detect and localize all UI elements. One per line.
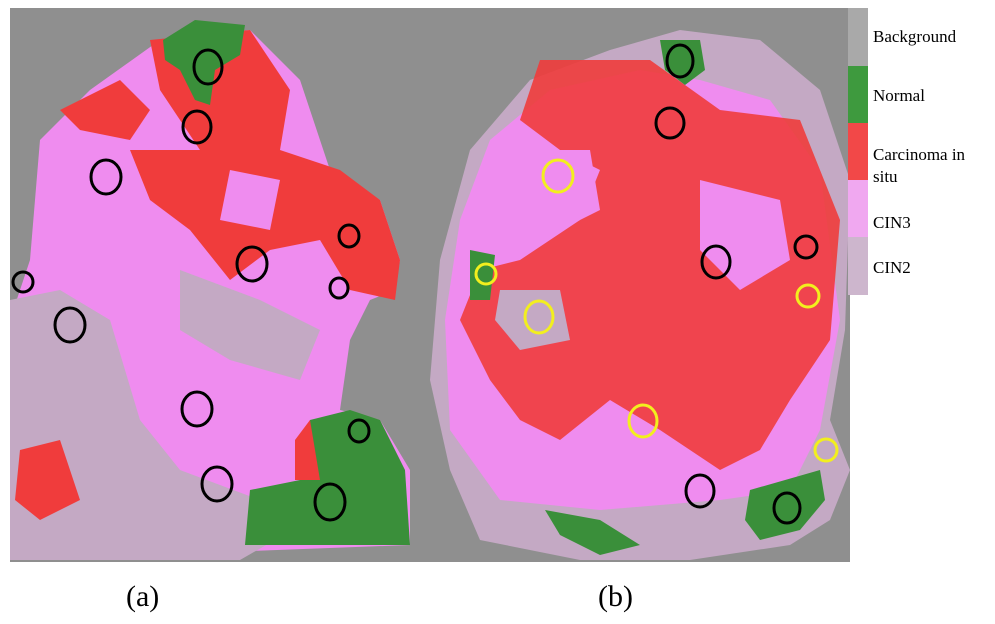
figure: Background Normal Carcinoma in situ CIN3… <box>0 0 995 624</box>
legend-label: Background <box>873 26 991 48</box>
legend-label: Carcinoma in situ <box>873 144 985 188</box>
legend-label: CIN3 <box>873 212 991 234</box>
caption: (a) <box>126 580 159 614</box>
segmentation-maps <box>0 0 995 624</box>
caption: (b) <box>598 580 633 614</box>
legend-colorbar <box>848 8 868 295</box>
legend-label: Normal <box>873 85 991 107</box>
legend-label: CIN2 <box>873 257 991 279</box>
